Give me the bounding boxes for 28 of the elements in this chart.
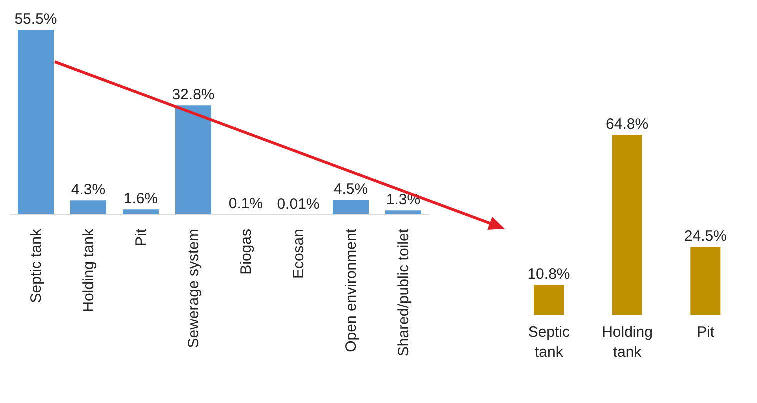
x-tick-label: Biogas [238, 229, 255, 275]
x-tick-label: Pit [132, 228, 150, 247]
bar [123, 210, 159, 215]
x-tick-label: Sewerage system [185, 229, 202, 348]
x-tick-label: Holding tank [602, 324, 653, 361]
x-tick-label: Holding tank [80, 228, 98, 312]
x-tick-label: Open environment [342, 228, 360, 352]
data-label: 1.6% [124, 190, 158, 208]
x-tick-label: Ecosan [290, 229, 308, 280]
x-tick-label: Septic tank [528, 324, 571, 361]
x-tick-label: Pit [697, 324, 716, 341]
x-tick-label: Septic tank [28, 228, 45, 304]
data-label: 0.1% [228, 196, 264, 213]
data-label: 1.3% [386, 192, 421, 209]
data-label: 0.01% [277, 196, 320, 213]
bar [333, 200, 369, 215]
data-label: 32.8% [172, 86, 215, 104]
bar [70, 200, 106, 215]
data-label: 55.5% [14, 11, 58, 28]
bar [386, 210, 422, 215]
data-label: 64.8% [606, 116, 649, 133]
data-label: 4.5% [334, 181, 368, 198]
bar [18, 30, 54, 215]
x-tick-label: Shared/public toilet [395, 228, 412, 357]
bar [176, 106, 212, 215]
data-label: 4.3% [71, 182, 106, 199]
data-label: 24.5% [684, 228, 727, 245]
data-label: 10.8% [528, 266, 570, 283]
